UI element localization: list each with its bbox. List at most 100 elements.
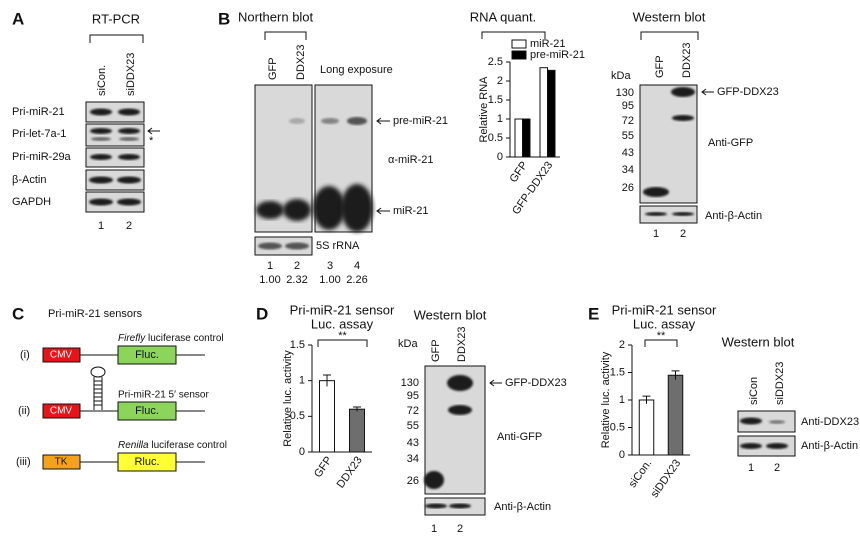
- antibody-label: Anti-GFP: [708, 137, 753, 149]
- note: luciferase control: [149, 440, 227, 451]
- reporter-label: Fluc.: [135, 349, 159, 361]
- band-label: pre-miR-21: [393, 115, 448, 127]
- legend-swatch: [511, 50, 527, 60]
- bar: [522, 118, 531, 158]
- loading-label: 5S rRNA: [316, 240, 360, 252]
- lane-label: GFP: [267, 57, 279, 80]
- mw-label: 95: [407, 390, 419, 402]
- construct-note: Renilla luciferase control: [118, 440, 227, 451]
- panel-label: A: [12, 9, 24, 28]
- x-tick-label: GFP: [312, 455, 335, 480]
- row-label: GAPDH: [12, 196, 51, 208]
- bracket: [644, 339, 678, 347]
- panel-label: B: [218, 9, 230, 28]
- bracket: [89, 34, 144, 43]
- construct-note: Firefly luciferase control: [118, 333, 224, 344]
- chart-subtitle: Luc. assay: [311, 316, 374, 331]
- bar: [514, 118, 523, 158]
- blot: [254, 84, 373, 256]
- reporter: [117, 452, 177, 472]
- panel-title: Western blot: [722, 334, 795, 349]
- lane-number: 2: [680, 228, 686, 240]
- y-axis-label: Relative luc. activity: [600, 351, 612, 448]
- mw-label: 34: [622, 164, 634, 176]
- annotation: **: [338, 330, 347, 342]
- mw-label: 26: [622, 182, 634, 194]
- quant-value: 2.32: [286, 274, 307, 286]
- lane-number: 2: [457, 523, 463, 535]
- y-tick-label: 1.5: [290, 339, 305, 351]
- x-tick-label: GFP: [508, 160, 531, 185]
- exposure-label: Long exposure: [320, 64, 393, 76]
- arrow: [376, 207, 390, 215]
- bar: [638, 399, 655, 456]
- mw-label: 95: [622, 100, 634, 112]
- panel-title: Northern blot: [238, 9, 314, 24]
- x-tick-label: DDX23: [335, 455, 365, 491]
- arrow: [376, 117, 390, 125]
- panel-title: Western blot: [633, 9, 706, 24]
- panel-c: C Pri-miR-21 sensors (i) CMV Fluc. Firef…: [12, 304, 227, 472]
- promoter: [42, 454, 81, 470]
- kda-label: kDa: [611, 70, 631, 82]
- construct-index: (iii): [16, 456, 31, 468]
- error-bar: [671, 370, 680, 380]
- y-tick-label: 0: [299, 446, 305, 458]
- bar: [547, 69, 556, 158]
- lane-number: 1: [267, 260, 273, 272]
- mw-label: 34: [407, 453, 419, 465]
- row-label: β-Actin: [12, 174, 46, 186]
- mw-label: 43: [407, 437, 419, 449]
- bar: [539, 67, 548, 158]
- promoter: [42, 403, 81, 419]
- y-tick-label: 1: [619, 394, 625, 406]
- y-tick-label: 1.5: [610, 366, 625, 378]
- bar: [319, 380, 335, 453]
- bracket: [317, 339, 368, 347]
- arrow: [147, 127, 160, 135]
- y-tick-label: 0.5: [488, 132, 503, 144]
- y-axis-label: Relative RNA: [478, 76, 490, 143]
- y-tick-label: 0.5: [290, 410, 305, 422]
- error-bar: [642, 395, 651, 404]
- antibody-label: Anti-β-Actin: [705, 210, 762, 222]
- y-tick-label: 1: [497, 113, 503, 125]
- mw-label: 130: [616, 87, 634, 99]
- band-label: GFP-DDX23: [717, 86, 779, 98]
- hairpin: [90, 366, 106, 410]
- reporter: [117, 345, 177, 365]
- blot: [424, 365, 486, 516]
- bracket: [640, 31, 699, 40]
- y-tick-label: 1.5: [488, 94, 503, 106]
- lane-label: siDDX23: [125, 53, 137, 96]
- chart-title: RNA quant.: [470, 9, 537, 24]
- arrow: [489, 379, 502, 387]
- y-tick-label: 0: [619, 449, 625, 461]
- lane-label: DDX23: [456, 327, 468, 362]
- panel-label: D: [256, 304, 268, 323]
- bracket: [481, 31, 546, 39]
- promoter-label: TK: [55, 457, 68, 468]
- bar: [349, 408, 365, 453]
- mw-label: 72: [407, 405, 419, 417]
- construct-index: (ii): [18, 405, 30, 417]
- row-label: Pri-let-7a-1: [12, 128, 66, 140]
- mw-label: 130: [401, 377, 419, 389]
- panel-title: Pri-miR-21 sensors: [48, 308, 143, 320]
- lane-label: DDX23: [681, 43, 693, 78]
- y-tick-label: 2.5: [488, 56, 503, 68]
- quant-value: 1.00: [259, 274, 280, 286]
- antibody-label: Anti-β-Actin: [494, 501, 551, 513]
- lane-number: 1: [653, 228, 659, 240]
- lane-label: siDDX23: [774, 362, 786, 405]
- y-tick-label: 2: [619, 339, 625, 351]
- lane-label: DDX23: [295, 45, 307, 80]
- y-tick-label: 0: [497, 151, 503, 163]
- lane-number: 1: [431, 523, 437, 535]
- panel-title: Western blot: [414, 307, 487, 322]
